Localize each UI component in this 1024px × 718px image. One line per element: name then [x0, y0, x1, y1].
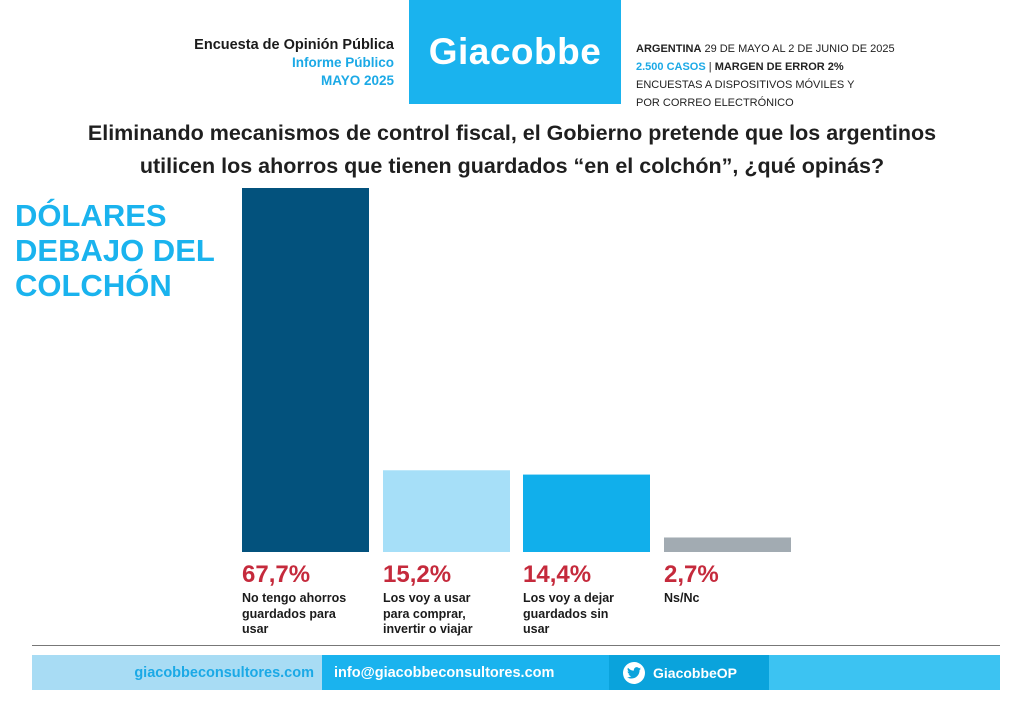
chart-title-line-3: COLCHÓN	[15, 268, 172, 303]
question: Eliminando mecanismos de control fiscal,…	[0, 117, 1024, 183]
bar-4	[664, 537, 791, 552]
value-label-1: 67,7%	[242, 561, 311, 588]
category-label-2: Los voy a usar para comprar, invertir o vi…	[383, 591, 518, 638]
footer-email[interactable]: info@giacobbeconsultores.com	[322, 655, 609, 690]
info-method-2: POR CORREO ELECTRÓNICO	[636, 97, 794, 109]
info-margin: MARGEN DE ERROR 2%	[714, 61, 844, 73]
survey-title: Encuesta de Opinión Pública	[194, 37, 394, 53]
category-label-line: guardados para	[242, 606, 336, 621]
category-label-line: Los voy a dejar	[523, 591, 615, 605]
question-line-2: utilicen los ahorros que tienen guardado…	[139, 154, 885, 178]
category-label-line: Los voy a usar	[383, 591, 471, 605]
info-separator: |	[705, 61, 715, 73]
twitter-handle: GiacobbeOP	[653, 664, 738, 681]
info-method-1: ENCUESTAS A DISPOSITIVOS MÓVILES Y	[636, 79, 855, 91]
survey-info: ARGENTINA 29 DE MAYO AL 2 DE JUNIO DE 20…	[636, 40, 895, 112]
footer-accent	[769, 655, 1000, 690]
footer-website[interactable]: giacobbeconsultores.com	[32, 655, 322, 690]
brand-logo: Giacobbe	[409, 0, 621, 104]
value-label-4: 2,7%	[664, 561, 719, 588]
category-label-line: usar	[242, 622, 269, 636]
header-left: Encuesta de Opinión Pública Informe Públ…	[194, 36, 394, 90]
category-label-3: Los voy a dejar guardados sin usar	[523, 591, 658, 638]
value-label-3: 14,4%	[523, 561, 592, 588]
chart-title-line-1: DÓLARES	[15, 198, 167, 233]
bar-3	[523, 474, 650, 552]
category-label-4: Ns/Nc	[664, 591, 799, 607]
value-label-2: 15,2%	[383, 561, 452, 588]
bar-1	[242, 188, 369, 552]
info-dates: 29 DE MAYO AL 2 DE JUNIO DE 2025	[701, 43, 895, 55]
category-label-line: No tengo ahorros	[242, 591, 347, 605]
info-country: ARGENTINA	[636, 43, 702, 55]
category-label-line: invertir o viajar	[383, 622, 473, 636]
category-label-line: usar	[523, 622, 550, 636]
footer: giacobbeconsultores.com info@giacobbecon…	[32, 655, 1000, 690]
report-label: Informe Público	[291, 55, 394, 70]
report-date: MAYO 2025	[320, 73, 394, 88]
question-line-1: Eliminando mecanismos de control fiscal,…	[87, 121, 937, 145]
chart-title: DÓLARES DEBAJO DEL COLCHÓN	[15, 198, 215, 303]
category-label-line: guardados sin	[523, 606, 609, 621]
footer-divider	[32, 645, 1000, 646]
category-label-line: Ns/Nc	[664, 591, 700, 605]
category-label-1: No tengo ahorros guardados para usar	[242, 591, 377, 638]
footer-twitter[interactable]: GiacobbeOP	[609, 655, 769, 690]
bar-2	[383, 470, 510, 552]
info-cases: 2.500 CASOS	[636, 61, 706, 73]
category-label-line: para comprar,	[383, 606, 466, 621]
chart-title-line-2: DEBAJO DEL	[15, 233, 215, 268]
twitter-bird-icon	[623, 661, 645, 684]
